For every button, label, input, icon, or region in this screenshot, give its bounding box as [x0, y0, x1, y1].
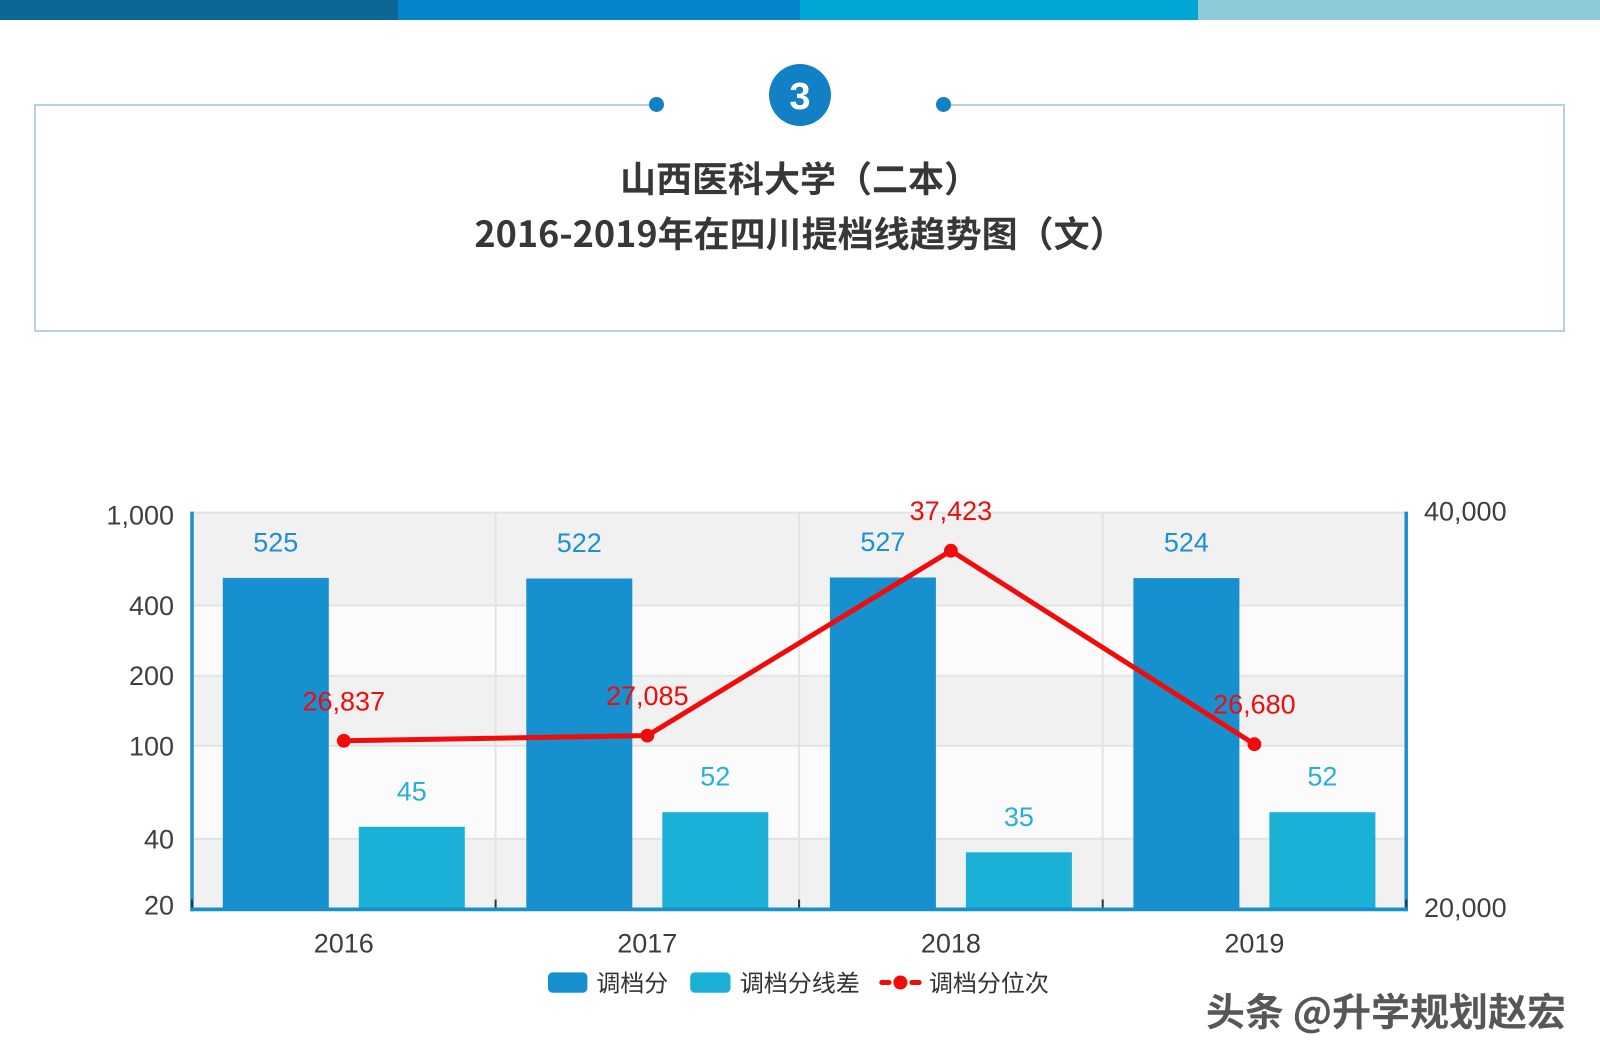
svg-text:52: 52: [700, 762, 730, 792]
svg-text:40: 40: [144, 824, 174, 854]
svg-text:20,000: 20,000: [1424, 893, 1507, 923]
svg-text:200: 200: [129, 661, 174, 691]
svg-text:2017: 2017: [617, 929, 677, 959]
svg-text:52: 52: [1307, 762, 1337, 792]
svg-text:3: 3: [789, 76, 810, 118]
svg-text:1,000: 1,000: [106, 501, 174, 531]
svg-text:2018: 2018: [921, 929, 981, 959]
svg-text:37,423: 37,423: [910, 496, 993, 526]
svg-text:35: 35: [1004, 802, 1034, 832]
svg-text:524: 524: [1164, 528, 1209, 558]
svg-text:2019: 2019: [1224, 929, 1284, 959]
svg-text:522: 522: [557, 528, 602, 558]
svg-text:26,837: 26,837: [303, 686, 386, 716]
svg-text:40,000: 40,000: [1424, 497, 1507, 527]
svg-text:400: 400: [129, 591, 174, 621]
svg-text:100: 100: [129, 731, 174, 761]
svg-text:20: 20: [144, 891, 174, 921]
svg-text:26,680: 26,680: [1213, 690, 1296, 720]
svg-text:527: 527: [860, 527, 905, 557]
svg-text:45: 45: [397, 776, 427, 806]
svg-text:2016: 2016: [314, 929, 374, 959]
svg-text:525: 525: [253, 527, 298, 557]
svg-text:27,085: 27,085: [606, 681, 689, 711]
